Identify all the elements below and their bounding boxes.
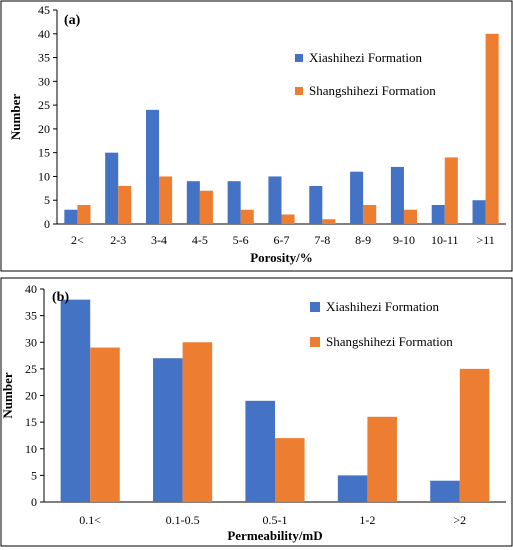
bar-shangshihezi <box>367 416 397 502</box>
y-tick-label: 35 <box>38 51 50 65</box>
bar-shangshihezi <box>322 219 336 224</box>
bar-shangshihezi <box>403 209 418 224</box>
bar-xiashihezi <box>186 181 200 224</box>
bar-shangshihezi <box>182 342 213 502</box>
y-tick-label: 40 <box>38 27 50 41</box>
y-tick-label: 10 <box>25 442 37 456</box>
x-tick-label: 5-6 <box>233 233 249 247</box>
bar-xiashihezi <box>309 185 323 224</box>
x-tick-label: 4-5 <box>192 233 208 247</box>
x-tick-label: 3-4 <box>151 233 167 247</box>
y-tick-label: 10 <box>38 169 50 183</box>
bar-xiashihezi <box>390 166 404 224</box>
panel-label: (a) <box>64 13 81 28</box>
bar-xiashihezi <box>60 299 91 502</box>
x-tick-label: 9-10 <box>393 233 415 247</box>
x-axis-title: Permeability/mD <box>227 528 322 543</box>
bar-xiashihezi <box>268 176 282 224</box>
x-tick-label: >11 <box>476 233 494 247</box>
y-axis-title: Number <box>0 372 15 418</box>
y-tick-label: 45 <box>38 3 50 17</box>
legend-swatch <box>295 87 303 95</box>
chart-panel-a: 0 5 10 15 20 25 30 35 40 45 2< 2-3 3-4 4-5 5-6 6-7 7-8 8-… <box>0 0 513 272</box>
x-tick-label: 8-9 <box>355 233 371 247</box>
x-tick-label: >2 <box>453 513 466 527</box>
bar-xiashihezi <box>245 400 275 502</box>
x-axis-title: Porosity/% <box>250 250 313 265</box>
bar-xiashihezi <box>431 204 445 224</box>
y-axis-title: Number <box>8 94 23 140</box>
legend-label: Xiashihezi Formation <box>326 299 440 314</box>
y-tick-label: 20 <box>25 389 37 403</box>
bar-shangshihezi <box>159 176 173 224</box>
bar-shangshihezi <box>485 33 499 225</box>
legend-label: Shangshihezi Formation <box>309 83 436 98</box>
x-tick-label: 2< <box>71 233 84 247</box>
bar-xiashihezi <box>153 358 183 502</box>
x-tick-label: 2-3 <box>110 233 126 247</box>
x-tick-label: 10-11 <box>431 233 459 247</box>
y-tick-label: 5 <box>44 193 50 207</box>
x-tick-label: 0.5-1 <box>263 513 288 527</box>
bar-xiashihezi <box>472 200 486 224</box>
y-tick-label: 40 <box>25 282 37 296</box>
bar-xiashihezi <box>64 209 78 224</box>
x-tick-label: 7-8 <box>314 233 330 247</box>
bar-shangshihezi <box>90 347 120 502</box>
x-tick-label: 0.1-0.5 <box>166 513 200 527</box>
bar-xiashihezi <box>350 171 364 224</box>
legend-label: Shangshihezi Formation <box>326 334 453 349</box>
bar-shangshihezi <box>199 190 213 224</box>
y-tick-label: 25 <box>25 362 37 376</box>
y-tick-label: 0 <box>31 495 37 509</box>
panel-frame <box>0 277 513 547</box>
chart-panel-b: 0 5 10 15 20 25 30 35 40 0.1< 0.1-0.5 0.5-1 1-2 >2 Per… <box>0 277 513 547</box>
y-tick-label: 25 <box>38 98 50 112</box>
bar-shangshihezi <box>444 157 458 224</box>
x-tick-label: 1-2 <box>359 513 375 527</box>
legend-swatch <box>295 54 303 62</box>
bar-xiashihezi <box>227 181 241 224</box>
panel-frame <box>0 0 513 272</box>
y-tick-label: 20 <box>38 122 50 136</box>
bar-shangshihezi <box>363 204 377 224</box>
y-tick-label: 35 <box>25 309 37 323</box>
bar-shangshihezi <box>240 209 254 224</box>
x-tick-label: 0.1< <box>79 513 101 527</box>
y-tick-label: 15 <box>38 146 50 160</box>
bar-shangshihezi <box>281 214 295 224</box>
legend-swatch <box>310 337 320 347</box>
y-tick-label: 30 <box>38 74 50 88</box>
x-tick-label: 6-7 <box>274 233 290 247</box>
bar-shangshihezi <box>275 438 305 502</box>
bar-xiashihezi <box>145 109 160 224</box>
legend-swatch <box>310 302 320 312</box>
y-tick-label: 30 <box>25 335 37 349</box>
bar-xiashihezi <box>337 475 368 502</box>
bar-xiashihezi <box>430 480 460 502</box>
bar-shangshihezi <box>118 185 132 224</box>
bar-xiashihezi <box>105 152 119 224</box>
y-tick-label: 15 <box>25 415 37 429</box>
bar-shangshihezi <box>77 204 91 224</box>
legend-label: Xiashihezi Formation <box>309 50 423 65</box>
y-tick-label: 0 <box>44 217 50 231</box>
y-tick-label: 5 <box>31 468 37 482</box>
panel-label: (b) <box>52 290 69 305</box>
bar-shangshihezi <box>459 368 490 502</box>
